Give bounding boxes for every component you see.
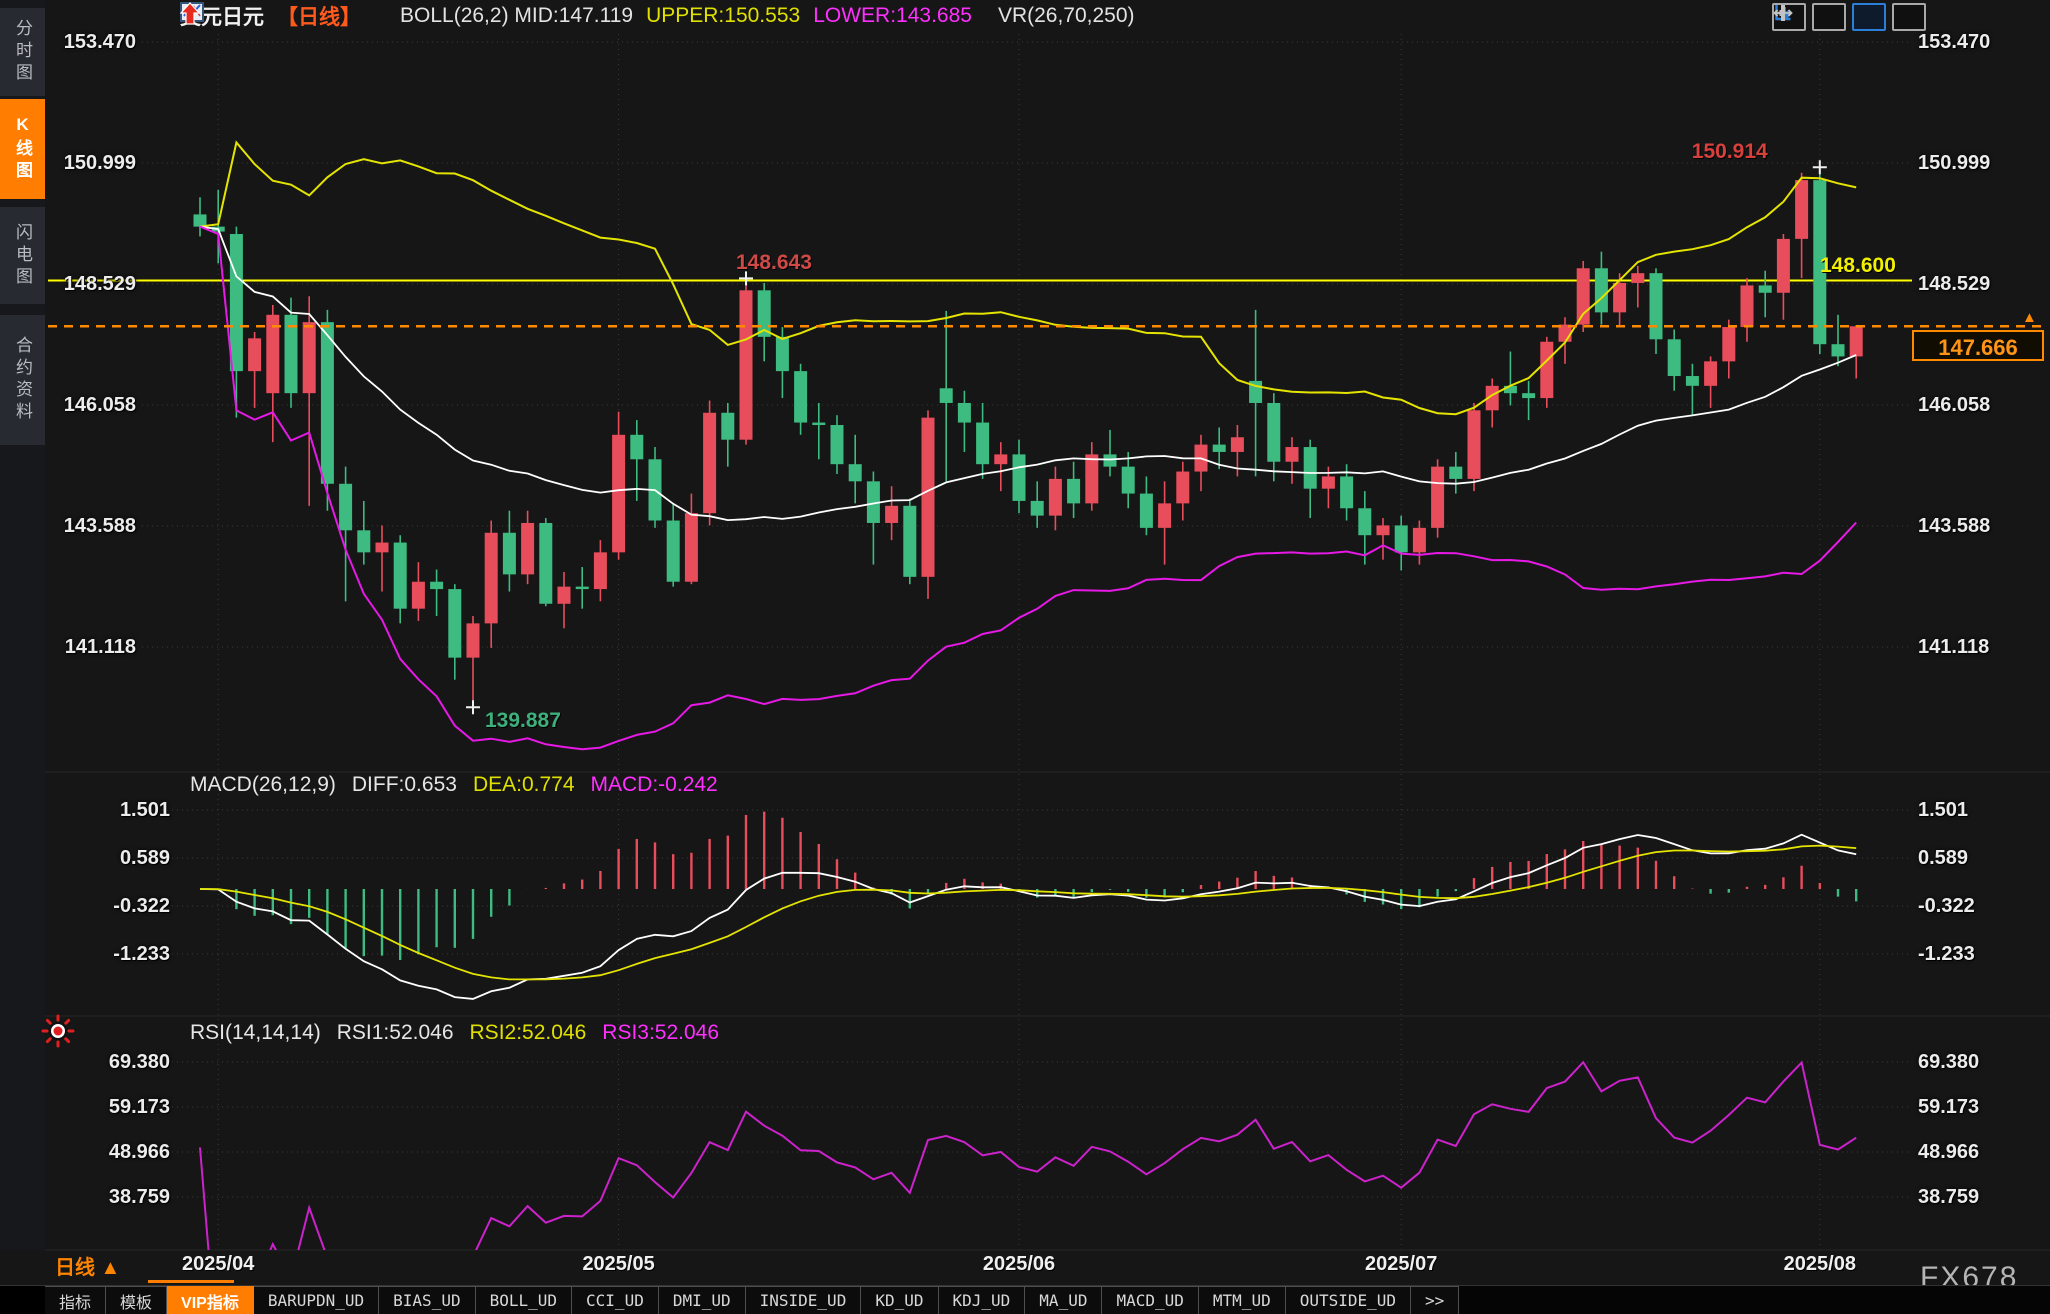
price-axis-tick-left: 141.118 — [64, 635, 136, 658]
tab-kdjud[interactable]: KDJ_UD — [938, 1286, 1026, 1314]
macd-axis-tick-left: 1.501 — [119, 799, 170, 821]
tab-mtmud[interactable]: MTM_UD — [1198, 1286, 1286, 1314]
macd-dea-value: DEA:0.774 — [472, 773, 575, 796]
rsi-axis-tick-right: 69.380 — [1918, 1051, 1980, 1073]
chart-axes-bars-button[interactable] — [1775, 3, 1846, 31]
macd-hist-value: MACD:-0.242 — [590, 773, 718, 796]
macd-axis-tick-left: -0.322 — [113, 894, 170, 917]
macd-header: MACD(26,12,9) DIFF:0.653 DEA:0.774 MACD:… — [190, 773, 718, 797]
tab-[interactable]: >> — [1411, 1286, 1460, 1314]
price-axis-tick-left: 148.529 — [63, 273, 136, 295]
x-axis-month-label: 2025/04 — [182, 1253, 255, 1275]
sidebar-item-2[interactable]: K线图 — [0, 99, 45, 199]
rsi-axis-tick-right: 59.173 — [1918, 1096, 1980, 1118]
tab-biasud[interactable]: BIAS_UD — [379, 1286, 476, 1314]
tab-bollud[interactable]: BOLL_UD — [475, 1286, 573, 1314]
annotation-recent-high: 150.914 — [1691, 140, 1768, 164]
rsi2-value: RSI2:52.046 — [469, 1021, 587, 1044]
rsi-params-label: RSI(14,14,14) — [190, 1021, 321, 1044]
price-axis-tick-left: 143.588 — [63, 515, 136, 537]
compress-axis-button[interactable] — [1773, 3, 1926, 31]
tab-[interactable]: 模板 — [106, 1286, 168, 1314]
vr-indicator-label: VR(26,70,250) — [997, 4, 1135, 27]
price-axis-tick-right: 141.118 — [1918, 635, 1990, 658]
sidebar-item-4[interactable]: 合约资料 — [0, 315, 45, 445]
period-tag[interactable]: 【日线】 — [277, 6, 361, 29]
rsi-axis-tick-left: 38.759 — [108, 1186, 170, 1208]
annotation-swing-high: 148.643 — [736, 251, 812, 275]
rsi-header: RSI(14,14,14) RSI1:52.046 RSI2:52.046 RS… — [190, 1021, 719, 1045]
macd-axis-tick-right: -1.233 — [1918, 942, 1975, 965]
price-axis-tick-right: 153.470 — [1918, 31, 1991, 53]
rsi3-value: RSI3:52.046 — [602, 1021, 720, 1044]
sidebar-item-3[interactable]: 闪电图 — [0, 207, 45, 304]
price-axis-tick-left: 153.470 — [63, 31, 136, 53]
tab-dmiud[interactable]: DMI_UD — [658, 1286, 746, 1314]
macd-axis-tick-right: 0.589 — [1918, 847, 1969, 869]
rsi-axis-tick-left: 69.380 — [108, 1051, 170, 1073]
price-axis-tick-right: 146.058 — [1918, 394, 1991, 417]
annotation-hline-label: 148.600 — [1820, 253, 1896, 277]
macd-params-label: MACD(26,12,9) — [190, 773, 336, 796]
tab-barupdnud[interactable]: BARUPDN_UD — [253, 1286, 380, 1314]
scrollbar-thumb[interactable] — [148, 1280, 234, 1283]
macd-axis-tick-right: 1.501 — [1918, 799, 1969, 821]
price-axis-tick-right: 150.999 — [1918, 152, 1991, 175]
tab-[interactable]: 指标 — [45, 1286, 107, 1314]
x-axis-month-label: 2025/05 — [582, 1253, 655, 1275]
indicator-tabbar: 指标 模板 VIP指标 BARUPDN_UD BIAS_UD BOLL_UD CCI_UD D… — [0, 1285, 2050, 1314]
price-axis-tick-left: 150.999 — [63, 152, 136, 175]
tab-cciud[interactable]: CCI_UD — [572, 1286, 659, 1314]
macd-axis-tick-right: -0.322 — [1918, 894, 1975, 917]
boll-upper-value: UPPER:150.553 — [646, 4, 801, 27]
tab-macdud[interactable]: MACD_UD — [1102, 1286, 1199, 1314]
period-selector[interactable]: 日线 ▲ — [55, 1257, 121, 1279]
price-axis-tick-left: 146.058 — [63, 394, 136, 417]
tab-kdud[interactable]: KD_UD — [861, 1286, 939, 1314]
chart-axes-flag-button[interactable] — [1775, 3, 1886, 31]
chart-toolbar — [1772, 3, 1926, 31]
sidebar-item-1[interactable]: 分时图 — [0, 8, 45, 96]
macd-axis-tick-left: 0.589 — [119, 847, 170, 869]
rsi-axis-tick-right: 48.966 — [1918, 1141, 1980, 1163]
tabbar-corner — [0, 1286, 45, 1314]
rsi-axis-tick-left: 48.966 — [108, 1141, 170, 1163]
macd-diff-value: DIFF:0.653 — [351, 773, 457, 796]
boll-mid-value: BOLL(26,2) MID:147.119 — [400, 4, 634, 27]
boll-lower-value: LOWER:143.685 — [813, 4, 972, 27]
tab-insideud[interactable]: INSIDE_UD — [745, 1286, 862, 1314]
rsi-axis-tick-left: 59.173 — [108, 1096, 170, 1118]
pan-crosshair-button[interactable] — [1772, 3, 1806, 31]
rsi-axis-tick-right: 38.759 — [1918, 1186, 1980, 1208]
current-price-box: 147.666 — [1912, 330, 2044, 362]
price-up-arrow-icon: ▲ — [2022, 309, 2037, 327]
macd-axis-tick-left: -1.233 — [113, 942, 170, 965]
chart-header: 美元日元 【日线】 BOLL(26,2) MID:147.119 UPPER:1… — [180, 2, 1135, 30]
x-axis-month-label: 2025/08 — [1783, 1253, 1856, 1275]
rsi1-value: RSI1:52.046 — [336, 1021, 454, 1044]
tab-maud[interactable]: MA_UD — [1025, 1286, 1103, 1314]
x-axis-month-label: 2025/06 — [982, 1253, 1056, 1275]
annotation-swing-low: 139.887 — [485, 709, 561, 733]
tab-vip[interactable]: VIP指标 — [167, 1286, 254, 1314]
x-axis-month-label: 2025/07 — [1365, 1253, 1438, 1275]
sidebar: 分时图 K线图闪电图合约资料 — [0, 0, 45, 1250]
tab-outsideud[interactable]: OUTSIDE_UD — [1285, 1286, 1412, 1314]
price-axis-tick-right: 148.529 — [1918, 273, 1991, 295]
price-axis-tick-right: 143.588 — [1918, 515, 1991, 537]
